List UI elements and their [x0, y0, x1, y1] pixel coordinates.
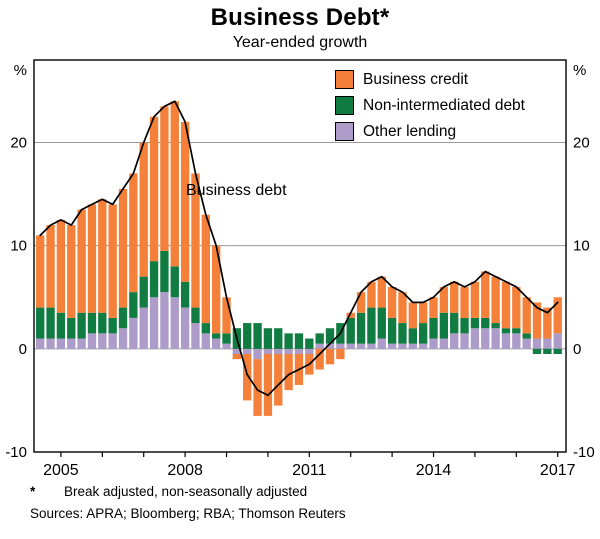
- svg-text:2014: 2014: [416, 462, 452, 479]
- svg-text:20: 20: [573, 135, 590, 152]
- svg-text:2008: 2008: [167, 462, 203, 479]
- legend-item: Non-intermediated debt: [335, 96, 525, 115]
- svg-text:10: 10: [10, 238, 27, 255]
- svg-text:2017: 2017: [540, 462, 576, 479]
- line-annotation: Business debt: [186, 182, 287, 199]
- sources-line: Sources: APRA; Bloomberg; RBA; Thomson R…: [30, 506, 346, 521]
- footnote-marker: *: [30, 484, 36, 499]
- svg-text:10: 10: [573, 238, 590, 255]
- legend-label: Other lending: [363, 122, 457, 140]
- chart-area: 2005 2008 2011 2014 2017 -10 -10 0 0 10 10 20 20%% B…: [0, 54, 600, 480]
- svg-text:20: 20: [10, 135, 27, 152]
- chart-legend: Business credit Non-intermediated debt O…: [335, 70, 525, 148]
- footnote: * Break adjusted, non-seasonally adjusted: [30, 484, 600, 499]
- legend-swatch-non-intermediated-debt: [335, 96, 354, 115]
- legend-swatch-business-credit: [335, 70, 354, 89]
- svg-text:-10: -10: [573, 444, 595, 461]
- legend-label: Business credit: [363, 70, 469, 88]
- footnotes: * Break adjusted, non-seasonally adjusted…: [0, 480, 600, 521]
- svg-text:0: 0: [573, 341, 581, 358]
- legend-label: Non-intermediated debt: [363, 96, 525, 114]
- svg-text:0: 0: [19, 341, 27, 358]
- svg-text:2011: 2011: [292, 462, 327, 479]
- legend-item: Other lending: [335, 122, 525, 141]
- svg-text:%: %: [573, 62, 586, 79]
- chart-title: Business Debt*: [210, 4, 390, 31]
- legend-item: Business credit: [335, 70, 525, 89]
- svg-text:2005: 2005: [43, 462, 79, 479]
- svg-text:-10: -10: [5, 444, 27, 461]
- svg-text:%: %: [14, 62, 27, 79]
- chart-subtitle: Year-ended growth: [232, 34, 368, 51]
- legend-swatch-other-lending: [335, 122, 354, 141]
- footnote-text: Break adjusted, non-seasonally adjusted: [64, 484, 308, 499]
